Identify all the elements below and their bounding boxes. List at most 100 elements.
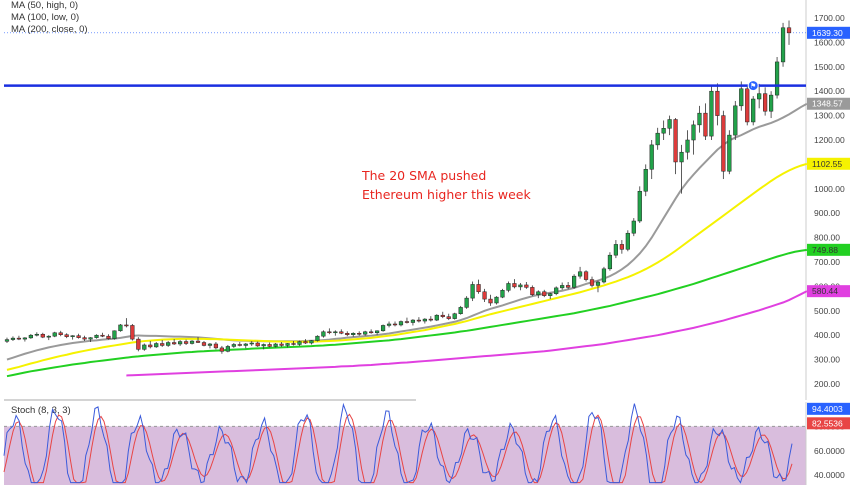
- candle-body-down: [267, 344, 272, 347]
- candle-body-down: [476, 284, 481, 293]
- candle: [16, 335, 22, 341]
- price-tick-label: 200.00: [814, 379, 840, 389]
- candle-body-down: [183, 341, 189, 344]
- candle-body-up: [464, 297, 469, 308]
- stoch-title[interactable]: Stoch (8, 3, 3): [11, 405, 71, 416]
- candle: [142, 343, 147, 351]
- candle: [446, 313, 451, 321]
- candle: [506, 281, 511, 293]
- candle: [560, 282, 565, 290]
- candle: [22, 337, 27, 342]
- candle: [613, 240, 618, 259]
- candle-body-up: [273, 343, 278, 347]
- candle: [357, 331, 362, 336]
- candle-body-up: [410, 319, 416, 323]
- candle: [464, 296, 469, 309]
- ma-line-0: [6, 102, 808, 361]
- candle-body-up: [309, 340, 314, 344]
- candle: [225, 344, 230, 353]
- candle-body-up: [536, 291, 541, 295]
- candle: [148, 341, 153, 349]
- candle: [279, 342, 284, 347]
- stoch-tag-label: 82.5536: [812, 418, 843, 428]
- candle: [434, 314, 439, 322]
- candle: [625, 230, 630, 252]
- stoch-tag-label: 94.4003: [812, 404, 843, 414]
- candle-body-up: [112, 330, 117, 339]
- candle-body-down: [357, 332, 362, 335]
- candle-body-up: [572, 275, 577, 288]
- candle: [10, 336, 16, 342]
- candle: [380, 324, 386, 332]
- candle-body-up: [351, 332, 356, 335]
- candle-body-up: [643, 169, 648, 192]
- candle-body-up: [548, 293, 553, 296]
- candle-body-up: [595, 281, 601, 286]
- candle: [536, 290, 541, 299]
- candle: [94, 334, 99, 339]
- candle: [46, 335, 51, 341]
- price-tag-label: 1639.30: [812, 28, 843, 38]
- candle: [691, 120, 696, 155]
- candle-body-up: [189, 340, 195, 344]
- candle: [452, 312, 457, 320]
- candle: [524, 282, 529, 289]
- candle: [195, 337, 201, 344]
- candle: [476, 279, 481, 294]
- candle-body-up: [506, 283, 511, 291]
- candle: [404, 317, 410, 324]
- candle-body-up: [679, 151, 684, 163]
- candle: [715, 83, 720, 126]
- candle-body-down: [195, 340, 201, 343]
- candle: [4, 337, 10, 344]
- candle-body-up: [727, 134, 732, 172]
- candle: [213, 342, 219, 350]
- candle: [428, 316, 433, 322]
- candle-body-down: [339, 331, 344, 334]
- candle: [458, 305, 463, 315]
- candle-body-down: [446, 316, 451, 319]
- candle-body-up: [697, 112, 702, 126]
- candle: [697, 105, 702, 133]
- candle-body-up: [315, 335, 320, 341]
- candle-body-up: [560, 285, 565, 289]
- candle-body-up: [601, 268, 607, 283]
- price-tag-box: [807, 26, 850, 39]
- candle: [375, 330, 380, 335]
- candle: [661, 120, 666, 140]
- candle-body-up: [154, 343, 159, 348]
- candle-body-down: [279, 343, 284, 346]
- candle: [780, 22, 786, 67]
- candle: [774, 57, 780, 99]
- candle-body-down: [428, 318, 433, 321]
- candle: [255, 341, 260, 347]
- candle-body-up: [607, 254, 613, 270]
- candle: [422, 318, 427, 324]
- candle: [267, 342, 272, 348]
- candle: [297, 340, 302, 346]
- candle: [679, 144, 684, 194]
- candle-body-down: [16, 337, 22, 340]
- candle-body-down: [213, 343, 219, 349]
- candle-body-up: [261, 344, 266, 347]
- candle: [733, 100, 738, 140]
- candle: [745, 85, 750, 126]
- candle-body-down: [40, 333, 45, 338]
- candle-body-up: [88, 337, 93, 340]
- candle-body-down: [763, 93, 768, 112]
- flag-marker[interactable]: ⚑: [747, 80, 759, 92]
- candle-body-up: [118, 324, 123, 332]
- price-tag-box: [807, 285, 850, 298]
- legend-ma-100[interactable]: MA (100, low, 0): [11, 12, 79, 23]
- candle: [315, 335, 320, 342]
- candle-body-up: [518, 284, 523, 288]
- candle: [554, 286, 559, 296]
- candle: [58, 330, 63, 337]
- legend-ma-200[interactable]: MA (200, close, 0): [11, 24, 88, 35]
- price-tick-label: 900.00: [814, 208, 840, 218]
- legend-ma-50[interactable]: MA (50, high, 0): [11, 0, 78, 11]
- candle: [351, 332, 356, 337]
- candle-body-up: [434, 314, 439, 321]
